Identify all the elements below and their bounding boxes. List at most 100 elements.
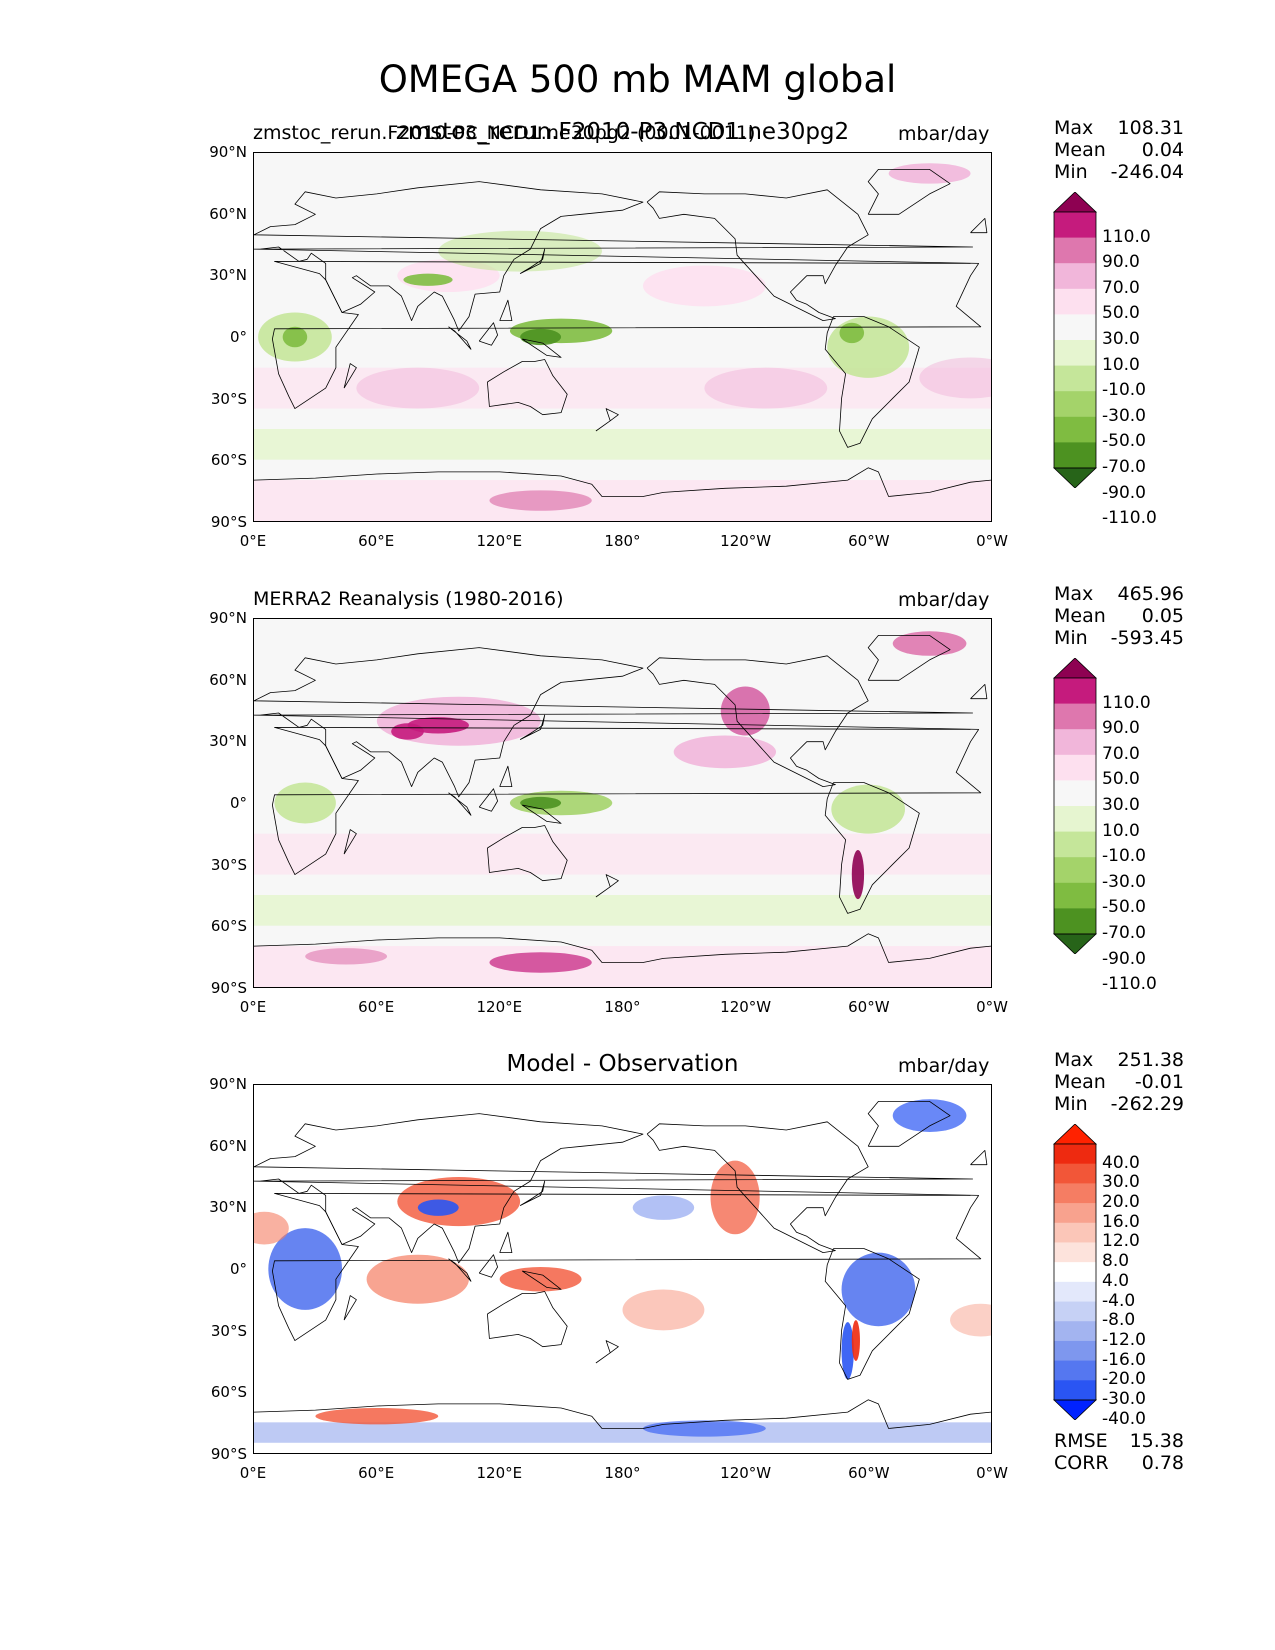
- coastline: [970, 684, 988, 700]
- panel1-lat-tick: 60°S: [210, 451, 247, 470]
- panel1-map-svg: [254, 153, 991, 521]
- panel3-colorbar-segment: [1054, 1360, 1096, 1381]
- rockies-orographic: [720, 686, 770, 736]
- panel2-lon-tick: 0°E: [239, 998, 267, 1016]
- panel2-colorbar-label: -90.0: [1102, 948, 1146, 969]
- antarctic-negative-diff: [642, 1420, 766, 1437]
- panel1-mean-value: 0.04: [1141, 139, 1184, 161]
- panel1-lon-tick: 0°W: [976, 532, 1008, 550]
- panel1-colorbar-label: -50.0: [1102, 431, 1146, 452]
- panel3-colorbar-labels: 40.0 30.0 20.0 16.0 12.0 8.0 4.0 -4.0 -8.0 -12.0-…: [1102, 1124, 1182, 1429]
- panel2-left-title: MERRA2 Reanalysis (1980-2016): [253, 588, 564, 610]
- se-atlantic-subsidence: [919, 357, 991, 399]
- n-pacific-negative-diff: [632, 1195, 695, 1220]
- panel3-lon-tick: 60°W: [848, 1464, 890, 1482]
- africa-ascent-core: [282, 326, 308, 348]
- panel3-min-label: Min: [1054, 1093, 1088, 1115]
- panel2-colorbar-segment: [1054, 831, 1096, 858]
- tibet-negative-diff: [417, 1199, 459, 1216]
- panel3-colorbar-segment: [1054, 1203, 1096, 1224]
- north-pacific-track: [438, 230, 603, 272]
- coastline: [478, 1254, 499, 1278]
- panel3-coastlines: [254, 1100, 991, 1429]
- panel1-colorbar-label: 10.0: [1102, 354, 1140, 375]
- panel2-colorbar-extend-max: [1053, 658, 1097, 679]
- coastline: [271, 261, 982, 410]
- coastline: [448, 792, 472, 816]
- panel3-lon-tick: 0°W: [976, 1464, 1008, 1482]
- panel3-colorbar-label: 8.0: [1102, 1251, 1130, 1272]
- panel2-coastlines: [254, 634, 991, 963]
- panel2-colorbar-label: 50.0: [1102, 769, 1140, 790]
- panel3-max-label: Max: [1054, 1049, 1094, 1071]
- panel3-lon-tick: 120°E: [476, 1464, 523, 1482]
- panel3-colorbar-segment: [1054, 1262, 1096, 1283]
- panel2-colorbar-label: 90.0: [1102, 718, 1140, 739]
- coastline: [867, 168, 951, 215]
- panel3-lat-tick: 30°N: [209, 1198, 247, 1217]
- panel1-map: [253, 152, 992, 522]
- panel2-colorbar-label: -110.0: [1102, 974, 1157, 995]
- coastline: [824, 782, 920, 914]
- panel1-colorbar-extend-max: [1053, 192, 1097, 213]
- panel2-lat-tick: 30°N: [209, 732, 247, 751]
- panel1-center-title: zmstoc_rerun.F2010-P3.NCD1.ne30pg2: [395, 119, 850, 145]
- panel2-colorbar-label: 30.0: [1102, 795, 1140, 815]
- panel2-map: [253, 618, 992, 988]
- panel1-lon-tick: 120°W: [720, 532, 772, 550]
- coastline: [519, 1180, 546, 1206]
- coastline: [595, 1340, 619, 1364]
- panel3-colorbar-label: -16.0: [1102, 1349, 1146, 1370]
- rmse-label: RMSE: [1054, 1430, 1108, 1452]
- panel3-colorbar-segment: [1054, 1340, 1096, 1362]
- panel3-colorbar-segment: [1054, 1281, 1096, 1303]
- panel2-colorbar-extend-min: [1053, 933, 1097, 954]
- panel3-colorbar-label: 4.0: [1102, 1270, 1130, 1291]
- west-pacific-ascent: [520, 328, 562, 346]
- panel2-min-value: -593.45: [1110, 627, 1184, 649]
- panel2-lat-tick: 60°N: [209, 670, 247, 689]
- panel1-units: mbar/day: [898, 123, 990, 145]
- panel2-colorbar-label: 110.0: [1102, 692, 1151, 713]
- panel2-colorbar-label: -10.0: [1102, 846, 1146, 867]
- panel2-max-label: Max: [1054, 583, 1094, 605]
- coastline: [646, 655, 869, 788]
- coastline: [487, 1291, 568, 1348]
- figure-title: OMEGA 500 mb MAM global: [378, 58, 897, 101]
- panel2-colorbar-label: 10.0: [1102, 820, 1140, 841]
- panel3-lon-tick: 0°E: [239, 1464, 267, 1482]
- panel2-mean-label: Mean: [1054, 605, 1106, 627]
- panel3-lon-tick: 120°W: [720, 1464, 772, 1482]
- greenland-subsidence: [892, 631, 967, 656]
- panel1-colorbar-extend-min: [1053, 467, 1097, 488]
- coastline: [271, 1193, 982, 1342]
- panel2-colorbar-segment: [1054, 703, 1096, 730]
- coastline: [254, 1113, 979, 1264]
- panel1-lat-tick: 0°: [229, 328, 247, 346]
- west-pacific-ascent: [509, 790, 613, 816]
- panel2-colorbar-label: -70.0: [1102, 923, 1146, 943]
- panel2-colorbar-label: -50.0: [1102, 897, 1146, 918]
- coastline: [448, 326, 472, 350]
- panel3-colorbar-segment: [1054, 1144, 1096, 1165]
- storm-track-band: [254, 429, 991, 460]
- panel3-lat-tick: 90°S: [210, 1445, 247, 1463]
- panel1-lat-tick: 30°S: [210, 389, 247, 408]
- africa-ascent: [274, 782, 336, 824]
- panel3-lon-tick: 180°: [604, 1464, 641, 1482]
- panel2-lat-tick: 60°S: [210, 917, 247, 936]
- panel3-units: mbar/day: [898, 1055, 990, 1077]
- storm-track-band: [254, 895, 991, 926]
- coastline: [271, 727, 982, 876]
- corr-label: CORR: [1054, 1452, 1109, 1474]
- coastline: [867, 1100, 951, 1147]
- panel3-colorbar-label: -20.0: [1102, 1369, 1146, 1390]
- atlantic-positive-diff: [950, 1303, 991, 1337]
- panel1-colorbar-segment: [1054, 212, 1096, 239]
- panel1-max-label: Max: [1054, 117, 1094, 139]
- panel3-colorbar-segment: [1054, 1242, 1096, 1263]
- panel2-colorbar-label: 70.0: [1102, 743, 1140, 764]
- panel1-lon-tick: 0°E: [239, 532, 267, 550]
- panel3-colorbar-label: -8.0: [1102, 1310, 1136, 1331]
- panel1-colorbar-label: 70.0: [1102, 277, 1140, 298]
